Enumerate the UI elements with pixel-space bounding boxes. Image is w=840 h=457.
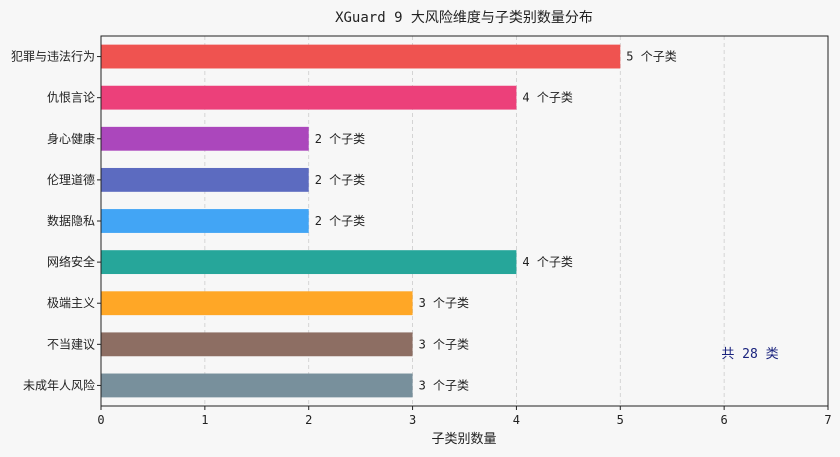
x-tick-label: 5	[617, 413, 624, 427]
category-label: 数据隐私	[47, 213, 95, 228]
axes: 犯罪与违法行为仇恨言论身心健康伦理道德数据隐私网络安全极端主义不当建议未成年人风…	[11, 35, 832, 427]
data-label: 2 个子类	[315, 173, 365, 187]
data-label: 3 个子类	[419, 337, 469, 351]
x-tick-label: 7	[824, 413, 831, 427]
bar	[101, 126, 309, 151]
plot-frame	[100, 35, 829, 407]
x-tick-label: 0	[97, 413, 104, 427]
bar	[101, 167, 309, 192]
data-label: 2 个子类	[315, 214, 365, 228]
data-label: 4 个子类	[522, 255, 572, 269]
data-labels: 5 个子类 4 个子类 2 个子类 2 个子类 2 个子类 4 个子类 3 个子类 3 个子类…	[315, 50, 677, 393]
category-label: 网络安全	[47, 254, 95, 269]
bar	[101, 250, 517, 275]
x-tick-label: 3	[409, 413, 416, 427]
bars	[101, 44, 621, 398]
x-tick-label: 2	[305, 413, 312, 427]
chart-title: XGuard 9 大风险维度与子类别数量分布	[335, 10, 593, 26]
category-label: 伦理道德	[47, 172, 95, 187]
x-tick-label: 4	[513, 413, 520, 427]
bar	[101, 44, 621, 69]
data-label: 2 个子类	[315, 132, 365, 146]
x-tick-label: 6	[721, 413, 728, 427]
bar	[101, 291, 413, 316]
total-annotation: 共 28 类	[721, 347, 778, 362]
bar	[101, 85, 517, 110]
bar	[101, 373, 413, 398]
bar	[101, 332, 413, 357]
x-axis-title: 子类别数量	[431, 432, 496, 447]
category-label: 犯罪与违法行为	[11, 50, 95, 64]
data-label: 4 个子类	[522, 91, 572, 105]
bar	[101, 209, 309, 233]
category-label: 仇恨言论	[47, 91, 95, 105]
data-label: 5 个子类	[626, 50, 676, 64]
x-tick-label: 1	[201, 413, 208, 427]
category-label: 未成年人风险	[23, 377, 95, 392]
category-label: 身心健康	[47, 131, 95, 146]
data-label: 3 个子类	[419, 378, 469, 392]
category-label: 极端主义	[47, 296, 95, 310]
category-label: 不当建议	[47, 337, 95, 351]
data-label: 3 个子类	[419, 296, 469, 310]
